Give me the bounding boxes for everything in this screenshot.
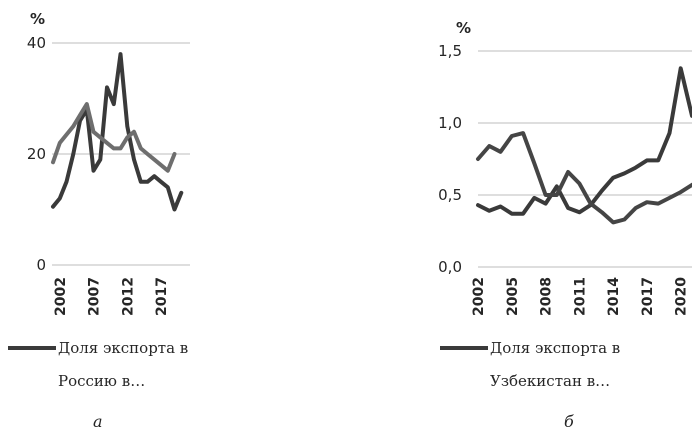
legend-label-b-line2: Узбекистан в… bbox=[490, 372, 610, 390]
x-tick-label-a: 2007 bbox=[87, 277, 103, 316]
x-tick-label-a: 2012 bbox=[120, 277, 136, 316]
x-tick-label-a: 2002 bbox=[53, 277, 69, 316]
caption-b: б bbox=[564, 412, 574, 430]
series-line-b-2 bbox=[476, 131, 692, 225]
x-tick-label-b: 2008 bbox=[539, 277, 555, 316]
legend-label-a-line1: Доля экспорта в bbox=[58, 339, 188, 357]
legend-label-b-line1: Доля экспорта в bbox=[490, 339, 620, 357]
legend-label-a-line2: Россию в… bbox=[58, 372, 145, 390]
y-tick-label-a: 40 bbox=[27, 34, 46, 52]
chart-panel-a: % 0 20 40 2002 2007 2012 2017 Доля экспорта в… bbox=[8, 10, 190, 430]
caption-a: а bbox=[93, 412, 103, 430]
x-tick-label-a: 2017 bbox=[154, 277, 170, 316]
y-unit-label-a: % bbox=[30, 10, 45, 28]
x-tick-label-b: 2002 bbox=[471, 277, 487, 316]
series-line-a-2 bbox=[51, 102, 177, 173]
x-tick-label-b: 2020 bbox=[674, 277, 690, 316]
y-unit-label-b: % bbox=[456, 19, 471, 37]
y-tick-label-b: 1,0 bbox=[438, 114, 462, 132]
series-line-b-1 bbox=[476, 66, 692, 216]
y-tick-label-a: 20 bbox=[27, 145, 46, 163]
x-tick-label-b: 2014 bbox=[606, 277, 622, 316]
series-line-a-1 bbox=[51, 52, 184, 212]
y-tick-label-b: 0,0 bbox=[438, 258, 462, 276]
chart-panel-b: % 0,0 0,5 1,0 1,5 2002 2005 2008 2011 2014 2017 2… bbox=[438, 19, 692, 430]
x-tick-label-b: 2017 bbox=[640, 277, 656, 316]
y-tick-label-b: 1,5 bbox=[438, 42, 462, 60]
y-tick-label-b: 0,5 bbox=[438, 186, 462, 204]
x-tick-label-b: 2011 bbox=[572, 277, 588, 316]
x-tick-label-b: 2005 bbox=[505, 277, 521, 316]
y-tick-label-a: 0 bbox=[36, 256, 46, 274]
